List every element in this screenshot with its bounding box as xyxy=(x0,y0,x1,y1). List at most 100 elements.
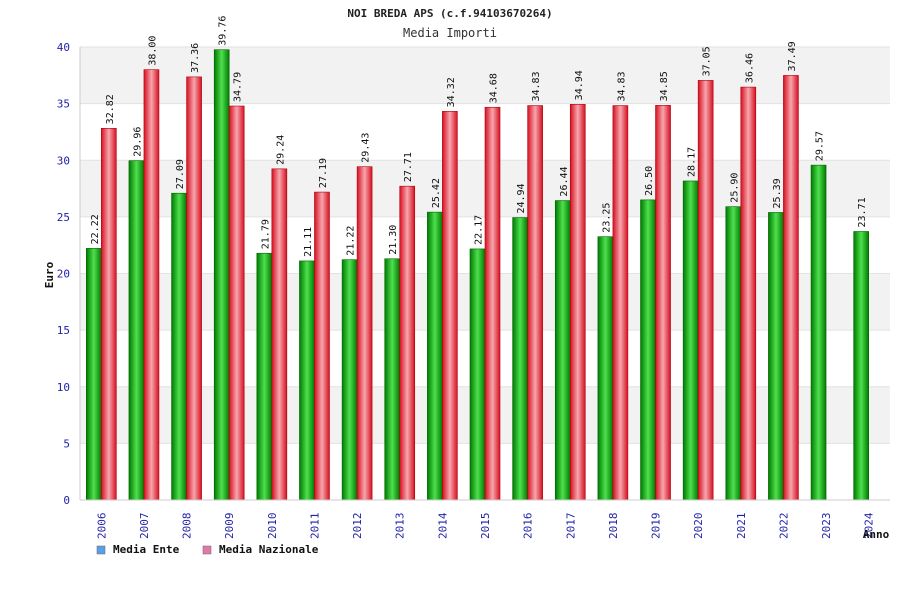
data-label: 22.22 xyxy=(90,214,101,244)
data-label: 25.39 xyxy=(772,178,783,208)
y-tick-label: 20 xyxy=(57,268,70,281)
x-tick-label: 2006 xyxy=(95,513,108,540)
data-label: 22.17 xyxy=(474,215,485,245)
bar-media-ente-2007 xyxy=(128,160,145,501)
data-label: 29.96 xyxy=(132,127,143,157)
data-label: 34.32 xyxy=(446,77,457,107)
bar-media-nazionale-2021 xyxy=(740,86,757,501)
x-tick-label: 2014 xyxy=(436,512,449,539)
x-tick-label: 2019 xyxy=(650,513,663,540)
legend-swatch-media-ente xyxy=(96,545,106,555)
y-tick-label: 5 xyxy=(63,437,70,450)
x-tick-label: 2016 xyxy=(522,513,535,540)
bar-media-ente-2022 xyxy=(768,212,784,501)
bar-media-ente-2023 xyxy=(810,164,827,501)
legend-swatch-media-nazionale xyxy=(202,545,212,555)
bar-media-nazionale-2007 xyxy=(143,69,160,501)
x-tick-label: 2017 xyxy=(564,513,577,540)
y-tick-label: 35 xyxy=(57,98,70,111)
data-label: 27.19 xyxy=(318,158,329,188)
data-label: 25.90 xyxy=(729,173,740,203)
data-label: 29.57 xyxy=(815,131,826,161)
bar-media-ente-2008 xyxy=(171,192,187,501)
data-label: 38.00 xyxy=(147,36,158,66)
x-tick-label: 2011 xyxy=(308,513,321,540)
bar-media-nazionale-2017 xyxy=(569,104,586,501)
chart-subtitle: Media Importi xyxy=(403,26,497,40)
bar-media-nazionale-2011 xyxy=(314,191,330,501)
x-tick-label: 2008 xyxy=(181,513,194,540)
data-label: 37.36 xyxy=(190,43,201,73)
bar-media-nazionale-2016 xyxy=(527,105,543,501)
y-tick-label: 25 xyxy=(57,211,70,224)
x-tick-label: 2024 xyxy=(863,512,876,539)
data-label: 34.68 xyxy=(489,73,500,103)
data-label: 23.71 xyxy=(857,197,868,227)
x-tick-label: 2022 xyxy=(777,513,790,540)
legend-label-media-nazionale: Media Nazionale xyxy=(219,543,319,556)
bar-media-ente-2015 xyxy=(469,248,486,501)
bar-media-nazionale-2015 xyxy=(484,106,501,501)
data-label: 36.46 xyxy=(744,53,755,83)
bar-media-ente-2019 xyxy=(640,199,656,501)
data-label: 39.76 xyxy=(218,16,229,46)
x-axis-label: Anno xyxy=(863,528,890,541)
bar-media-ente-2014 xyxy=(427,211,443,501)
x-tick-label: 2018 xyxy=(607,513,620,540)
data-label: 23.25 xyxy=(601,203,612,233)
x-axis-ticks: 2006 2007 2008 2009 2010 2011 2012 2013 2014 2015… xyxy=(95,512,875,539)
data-label: 21.22 xyxy=(346,226,357,256)
bar-media-ente-2018 xyxy=(597,236,614,501)
legend-label-media-ente: Media Ente xyxy=(113,543,180,556)
data-label: 32.82 xyxy=(105,94,116,124)
x-tick-label: 2010 xyxy=(266,513,279,540)
bar-media-nazionale-2010 xyxy=(271,168,288,501)
data-label: 27.71 xyxy=(403,152,414,182)
x-tick-label: 2015 xyxy=(479,513,492,540)
bar-media-nazionale-2019 xyxy=(655,105,671,501)
y-tick-label: 0 xyxy=(63,494,70,507)
data-label: 24.94 xyxy=(516,183,527,213)
bar-media-ente-2016 xyxy=(512,217,528,501)
data-label: 26.44 xyxy=(559,166,570,196)
y-axis-ticks: 0 5 10 15 20 25 30 35 40 xyxy=(57,41,70,507)
bar-media-nazionale-2013 xyxy=(399,185,416,501)
data-label: 21.30 xyxy=(388,225,399,255)
data-label: 21.11 xyxy=(303,227,314,257)
bar-media-ente-2006 xyxy=(86,248,102,501)
data-label: 26.50 xyxy=(644,166,655,196)
data-label: 37.05 xyxy=(702,46,713,76)
data-label: 34.94 xyxy=(574,70,585,100)
bar-media-nazionale-2008 xyxy=(186,76,202,501)
x-tick-label: 2023 xyxy=(820,513,833,540)
bar-media-ente-2012 xyxy=(341,259,358,501)
x-tick-label: 2013 xyxy=(394,513,407,540)
data-labels: 22.22 32.82 29.96 38.00 27.09 37.36 39.76 34.79… xyxy=(90,16,868,257)
x-tick-label: 2009 xyxy=(223,513,236,540)
bar-media-nazionale-2006 xyxy=(101,128,117,501)
bar-media-nazionale-2014 xyxy=(442,111,458,501)
bar-media-ente-2009 xyxy=(213,49,230,501)
bar-media-ente-2021 xyxy=(725,206,742,501)
data-label: 21.79 xyxy=(260,219,271,249)
data-label: 34.83 xyxy=(616,71,627,101)
y-axis-label: Euro xyxy=(43,261,56,288)
data-label: 34.83 xyxy=(531,71,542,101)
data-label: 37.49 xyxy=(787,41,798,71)
bar-media-ente-2013 xyxy=(384,258,401,501)
x-tick-label: 2007 xyxy=(138,513,151,540)
bar-media-nazionale-2012 xyxy=(356,166,373,501)
chart-title: NOI BREDA APS (c.f.94103670264) xyxy=(347,7,552,20)
x-tick-label: 2021 xyxy=(735,513,748,540)
bar-media-ente-2010 xyxy=(256,252,273,501)
x-tick-label: 2020 xyxy=(692,513,705,540)
x-tick-label: 2012 xyxy=(351,513,364,540)
data-label: 29.43 xyxy=(361,133,372,163)
data-label: 34.85 xyxy=(659,71,670,101)
bar-media-nazionale-2020 xyxy=(697,80,714,501)
bar-media-ente-2024 xyxy=(853,231,869,501)
y-tick-label: 10 xyxy=(57,381,70,394)
bar-media-nazionale-2009 xyxy=(228,105,245,501)
bar-media-ente-2017 xyxy=(554,200,571,501)
